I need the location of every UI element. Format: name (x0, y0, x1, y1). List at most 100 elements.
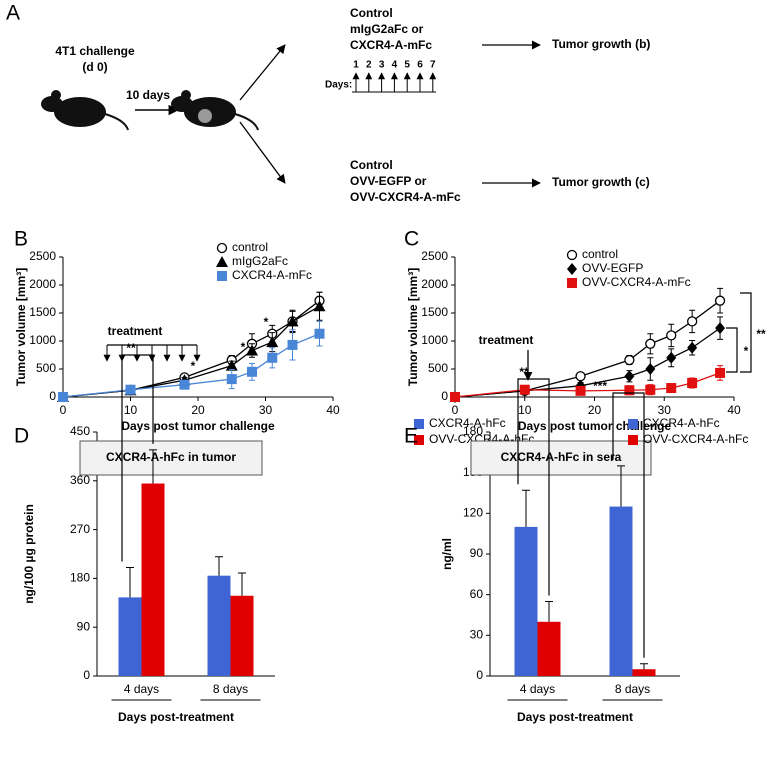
y-tick-label: 1500 (29, 305, 56, 319)
title-box (79, 440, 263, 476)
panel-label: D (14, 425, 29, 448)
annotation: *** (593, 379, 607, 393)
bar (514, 526, 538, 676)
y-tick-label: 2000 (421, 277, 448, 291)
y-tick-label: 2000 (29, 277, 56, 291)
y-axis-label: Tumor volume [mm³] (406, 268, 420, 386)
challenge: 4T1 challenge (55, 44, 135, 58)
marker (645, 384, 656, 395)
legend-label: control (582, 247, 618, 261)
legend-label: CXCR4-A-hFc (643, 416, 720, 430)
y-axis-label: ng/ml (440, 538, 454, 570)
annotation: ** (756, 327, 766, 341)
y-tick-label: 450 (70, 424, 90, 438)
bracket (612, 392, 645, 658)
outcome: Tumor growth (b) (552, 37, 650, 51)
day-number: 4 (392, 60, 398, 71)
legend-marker (217, 271, 227, 281)
y-tick-label: 60 (470, 587, 484, 601)
marker (624, 370, 635, 383)
legend-marker (567, 263, 577, 275)
annotation: * (241, 340, 246, 354)
interval: 10 days (126, 88, 170, 102)
y-tick-label: 270 (70, 522, 90, 536)
bar (609, 506, 633, 676)
marker (125, 384, 136, 395)
challenge-day: (d 0) (82, 60, 107, 74)
marker (450, 392, 460, 402)
x-tick-label: 4 days (124, 682, 159, 696)
series-line (62, 300, 320, 398)
bar (118, 597, 142, 676)
legend-swatch (414, 419, 424, 429)
legend-label: OVV-EGFP (582, 261, 643, 275)
marker (715, 367, 726, 378)
y-tick-label: 0 (441, 389, 448, 403)
x-tick-label: 0 (452, 403, 459, 417)
y-tick-label: 2500 (421, 249, 448, 263)
chart-title: CXCR4-A-hFc in sera (501, 450, 622, 464)
marker (687, 341, 698, 354)
bar (230, 595, 254, 676)
marker (666, 351, 677, 364)
marker (287, 339, 298, 350)
group-line: mIgG2aFc or (350, 22, 424, 36)
marker (575, 385, 586, 396)
legend-label: CXCR4-A-hFc (429, 416, 506, 430)
bar (141, 483, 165, 676)
y-axis-label: ng/100 µg protein (22, 504, 36, 604)
marker (225, 359, 238, 371)
x-tick-label: 30 (259, 403, 273, 417)
marker (687, 316, 698, 327)
error-bar (545, 600, 553, 622)
annotation: * (744, 344, 749, 358)
arrow (239, 121, 286, 184)
y-axis-label: Tumor volume [mm³] (14, 268, 28, 386)
day-number: 6 (417, 60, 423, 71)
error-bar (522, 489, 530, 527)
marker (714, 295, 726, 306)
day-number: 1 (353, 60, 359, 71)
marker (179, 379, 190, 390)
x-tick-label: 20 (191, 403, 205, 417)
error-bar (126, 567, 134, 598)
panel-label: C (404, 228, 419, 251)
error-bar (149, 449, 157, 484)
marker (666, 383, 677, 394)
y-tick-label: 90 (470, 546, 484, 560)
y-tick-label: 0 (476, 668, 483, 682)
annotation: ** (519, 365, 529, 379)
error-bar (617, 465, 625, 507)
marker (246, 344, 258, 356)
marker (286, 315, 299, 327)
x-tick-label: 40 (326, 403, 340, 417)
marker (624, 385, 635, 396)
bracket (121, 354, 154, 562)
chart-title: CXCR4-A-hFc in tumor (106, 450, 236, 464)
day-number: 3 (379, 60, 385, 71)
bar (537, 621, 561, 676)
legend-marker (216, 256, 228, 267)
group-line: Control (350, 6, 393, 20)
y-tick-label: 500 (36, 361, 56, 375)
annotation: ** (126, 341, 136, 355)
day-number: 2 (366, 60, 372, 71)
series-line (454, 300, 721, 398)
annotation: * (264, 315, 269, 329)
group-line: OVV-CXCR4-A-mFc (350, 190, 461, 204)
marker (58, 392, 68, 402)
y-tick-label: 1500 (421, 305, 448, 319)
group-line: OVV-EGFP or (350, 174, 427, 188)
y-tick-label: 0 (49, 389, 56, 403)
annotation: * (191, 359, 196, 373)
panel-label: E (404, 425, 418, 448)
mouse (171, 90, 259, 131)
x-tick-label: 20 (588, 403, 602, 417)
x-tick-label: 4 days (520, 682, 555, 696)
group-line: CXCR4-A-mFc (350, 38, 432, 52)
error-bar (215, 556, 223, 576)
y-tick-label: 180 (70, 571, 90, 585)
legend-label: mIgG2aFc (232, 254, 288, 268)
